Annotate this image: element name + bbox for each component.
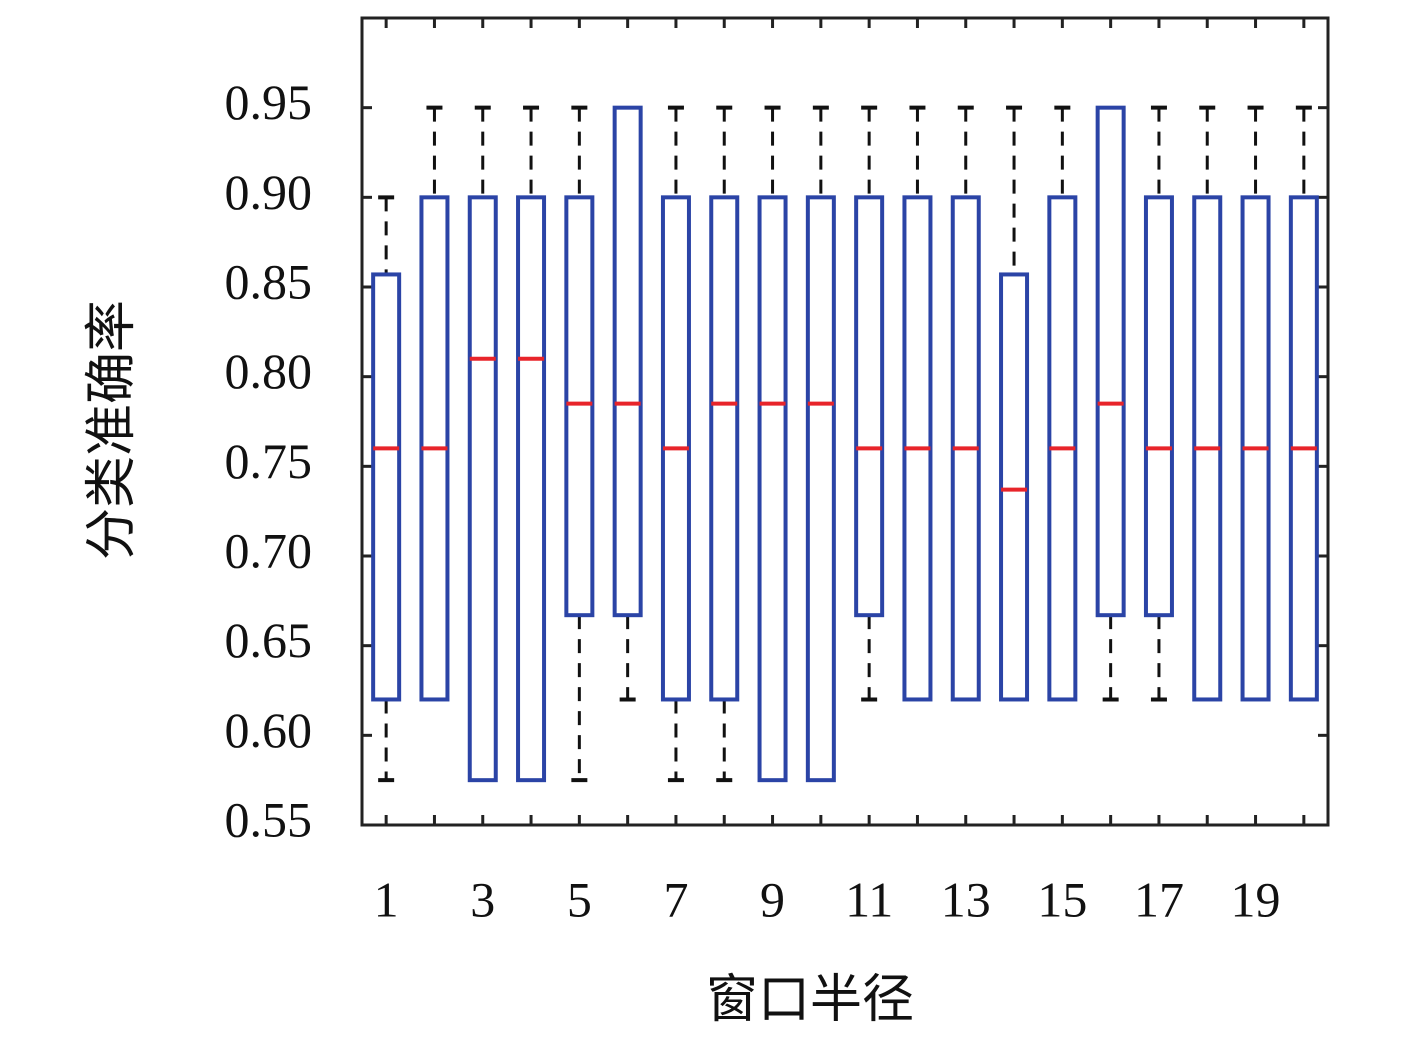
x-tick-label: 15 <box>1037 871 1087 927</box>
y-tick-label: 0.60 <box>225 702 313 758</box>
x-tick-label: 9 <box>760 871 785 927</box>
box <box>612 105 643 618</box>
y-tick-label: 0.75 <box>225 433 313 489</box>
x-tick-label: 11 <box>845 871 893 927</box>
box <box>757 195 788 783</box>
x-tick-label: 19 <box>1231 871 1281 927</box>
box <box>1095 105 1126 618</box>
box <box>467 195 498 783</box>
x-tick-label: 5 <box>567 871 592 927</box>
y-tick-label: 0.55 <box>225 791 313 847</box>
x-tick-label: 13 <box>941 871 991 927</box>
y-tick-label: 0.80 <box>225 343 313 399</box>
box <box>854 195 885 618</box>
x-tick-label: 7 <box>663 871 688 927</box>
box <box>1143 195 1174 618</box>
y-tick-label: 0.70 <box>225 522 313 578</box>
y-tick-label: 0.65 <box>225 612 313 668</box>
x-tick-label: 1 <box>374 871 399 927</box>
y-tick-label: 0.85 <box>225 253 313 309</box>
box <box>516 195 547 783</box>
x-tick-label: 3 <box>470 871 495 927</box>
y-axis-label: 分类准确率 <box>82 300 142 560</box>
box <box>805 195 836 783</box>
box <box>371 272 402 702</box>
plot-frame <box>360 16 1330 827</box>
box <box>564 195 595 618</box>
box <box>709 195 740 702</box>
y-tick-label: 0.90 <box>225 164 313 220</box>
x-tick-label: 17 <box>1134 871 1184 927</box>
x-axis-label: 窗口半径 <box>706 970 914 1030</box>
y-tick-label: 0.95 <box>225 74 313 130</box>
box <box>999 272 1030 702</box>
